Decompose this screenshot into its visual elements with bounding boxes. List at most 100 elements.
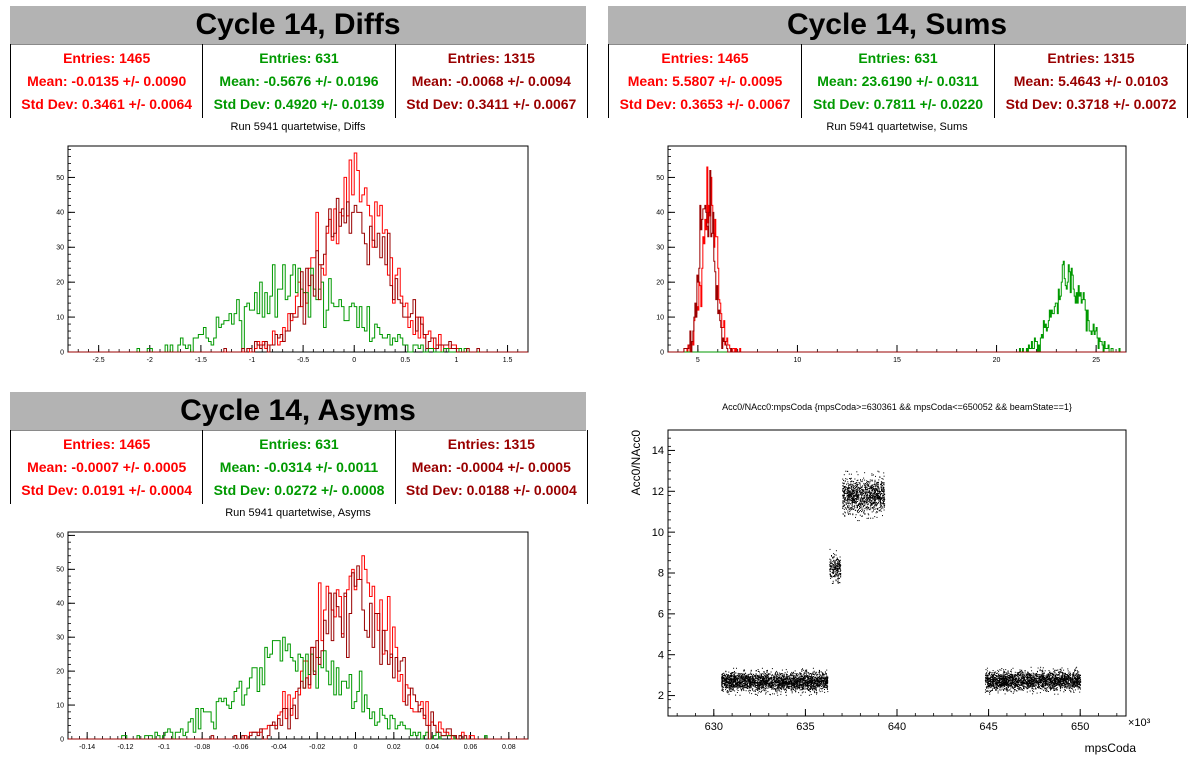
scatter-point bbox=[870, 497, 872, 498]
scatter-point bbox=[1042, 685, 1044, 687]
scatter-point bbox=[1066, 687, 1068, 689]
scatter-point bbox=[741, 676, 743, 678]
scatter-point bbox=[816, 675, 818, 677]
scatter-point bbox=[785, 694, 787, 696]
scatter-point bbox=[1073, 678, 1075, 680]
scatter-point bbox=[734, 671, 735, 673]
scatter-point bbox=[1009, 679, 1011, 681]
scatter-point bbox=[851, 498, 853, 500]
scatter-point bbox=[864, 485, 866, 487]
scatter-point bbox=[1014, 676, 1016, 678]
scatter-point bbox=[777, 682, 779, 684]
scatter-point bbox=[765, 674, 767, 676]
scatter-point bbox=[781, 675, 783, 677]
scatter-point bbox=[849, 492, 851, 494]
scatter-point bbox=[864, 494, 866, 496]
scatter-point bbox=[753, 673, 754, 675]
scatter-point bbox=[815, 690, 817, 692]
scatter-point bbox=[785, 673, 787, 675]
scatter-point bbox=[763, 678, 765, 680]
scatter-point bbox=[790, 678, 792, 680]
scatter-point bbox=[758, 687, 760, 689]
scatter-point bbox=[736, 685, 738, 687]
scatter-point bbox=[804, 685, 806, 687]
scatter-point bbox=[725, 671, 727, 673]
stat-stddev: Std Dev: 0.0191 +/- 0.0004 bbox=[21, 482, 193, 499]
scatter-point bbox=[827, 677, 829, 679]
scatter-point bbox=[759, 673, 761, 675]
scatter-point bbox=[809, 675, 811, 677]
scatter-point bbox=[750, 677, 752, 679]
scatter-point bbox=[833, 576, 835, 578]
scatter-point bbox=[725, 687, 727, 689]
scatter-point bbox=[1067, 672, 1069, 674]
scatter-point bbox=[849, 490, 851, 492]
scatter-point bbox=[850, 487, 852, 489]
scatter-point bbox=[802, 676, 804, 678]
scatter-cluster-1 bbox=[829, 548, 842, 584]
scatter-point bbox=[731, 686, 733, 688]
scatter-point bbox=[800, 675, 802, 677]
scatter-point bbox=[754, 683, 756, 685]
scatter-point bbox=[993, 683, 995, 685]
scatter-point bbox=[739, 674, 741, 676]
scatter-point bbox=[880, 488, 882, 490]
stat-mean: Mean: -0.0135 +/- 0.0090 bbox=[27, 72, 187, 89]
scatter-point bbox=[764, 673, 766, 675]
scatter-point bbox=[771, 677, 773, 679]
scatter-point bbox=[878, 490, 880, 491]
scatter-point bbox=[726, 676, 728, 678]
scatter-point bbox=[788, 687, 790, 689]
scatter-point bbox=[874, 492, 876, 494]
y-tick-label: 60 bbox=[56, 533, 64, 540]
scatter-point bbox=[775, 691, 777, 692]
scatter-point bbox=[793, 671, 794, 673]
y-tick-label: 50 bbox=[56, 567, 64, 574]
scatter-point bbox=[872, 496, 874, 498]
scatter-point bbox=[850, 481, 852, 483]
scatter-point bbox=[768, 679, 770, 681]
scatter-point bbox=[864, 508, 866, 510]
scatter-point bbox=[861, 492, 863, 494]
scatter-point bbox=[788, 681, 790, 683]
scatter-point bbox=[773, 675, 775, 677]
scatter-point bbox=[794, 678, 796, 680]
scatter-point bbox=[754, 680, 756, 682]
scatter-point bbox=[874, 493, 876, 495]
scatter-point bbox=[731, 682, 733, 683]
scatter-point bbox=[804, 683, 806, 684]
scatter-point bbox=[862, 479, 864, 481]
scatter-point bbox=[732, 678, 734, 680]
scatter-point bbox=[878, 509, 880, 511]
scatter-point bbox=[1019, 688, 1021, 690]
scatter-point bbox=[783, 683, 785, 685]
scatter-point bbox=[738, 676, 740, 678]
scatter-point bbox=[834, 574, 835, 576]
scatter-point bbox=[765, 692, 767, 694]
scatter-point bbox=[847, 490, 849, 491]
scatter-point bbox=[788, 682, 790, 684]
scatter-point bbox=[761, 667, 763, 669]
scatter-point bbox=[985, 669, 987, 671]
scatter-point bbox=[868, 488, 870, 490]
stat-mean: Mean: 23.6190 +/- 0.0311 bbox=[817, 72, 979, 89]
scatter-point bbox=[872, 493, 874, 495]
scatter-point bbox=[791, 689, 793, 691]
scatter-point bbox=[880, 497, 882, 498]
scatter-point bbox=[823, 686, 825, 688]
scatter-point bbox=[806, 683, 808, 685]
scatter-point bbox=[865, 500, 867, 502]
scatter-point bbox=[800, 676, 802, 678]
scatter-point bbox=[742, 682, 744, 684]
scatter-point bbox=[835, 554, 837, 556]
scatter-point bbox=[839, 570, 841, 572]
sums-stats-box: Entries: 1465 Mean: 5.5807 +/- 0.0095 St… bbox=[608, 44, 1188, 118]
scatter-point bbox=[883, 498, 885, 500]
scatter-point bbox=[768, 683, 770, 685]
scatter-point bbox=[734, 678, 736, 680]
scatter-point bbox=[768, 685, 770, 686]
scatter-point bbox=[881, 482, 883, 484]
scatter-point bbox=[873, 502, 875, 504]
scatter-point bbox=[883, 505, 885, 506]
scatter-point bbox=[815, 691, 817, 693]
